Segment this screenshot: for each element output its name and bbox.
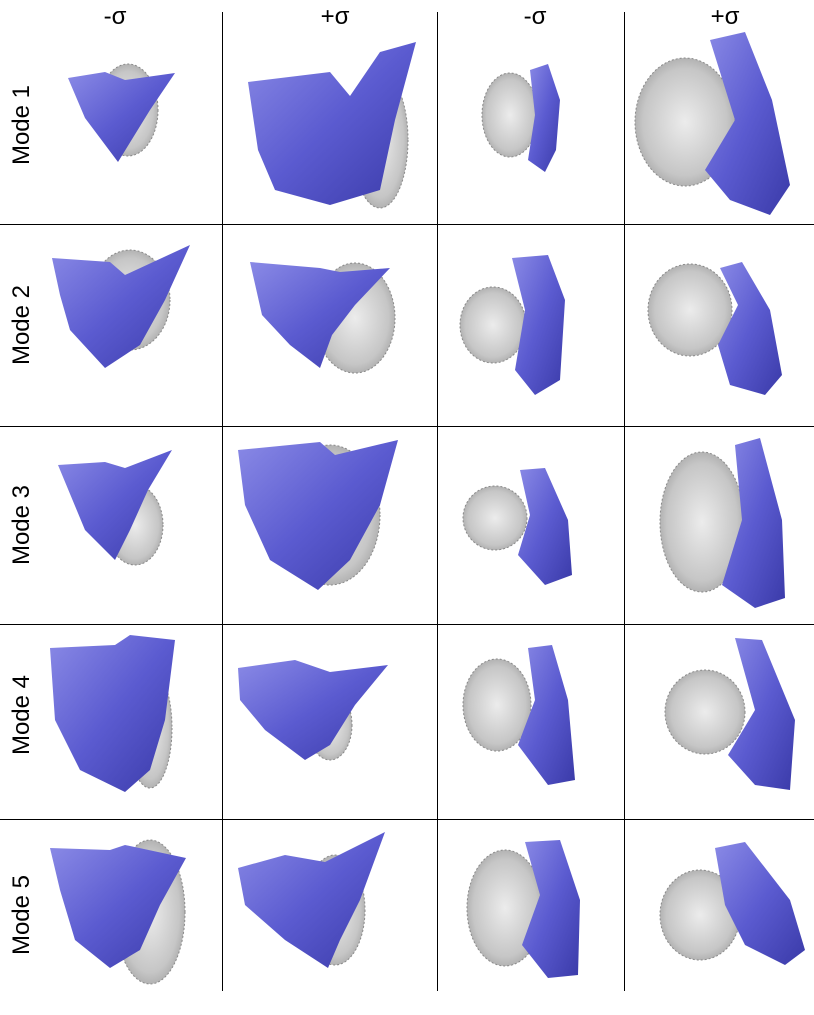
mode-2-minus-short-axis-wireframe	[459, 286, 527, 364]
mode-5-plus-long-axis-surface	[238, 832, 385, 968]
mode-2-minus-long-axis	[52, 245, 190, 368]
mode-2-plus-long-axis	[250, 262, 396, 374]
mode-3-minus-short-axis	[462, 468, 572, 585]
mode-2-minus-short-axis-surface	[512, 255, 565, 395]
mode-5-minus-long-axis	[50, 839, 186, 985]
mode-2-plus-short-axis-wireframe	[647, 263, 733, 357]
mode-3-plus-long-axis-surface	[238, 440, 398, 590]
mode-1-minus-short-axis	[481, 64, 560, 172]
mode-3-minus-short-axis-surface	[518, 468, 572, 585]
mode-4-minus-short-axis	[462, 645, 575, 785]
mode-1-minus-long-axis-surface	[68, 72, 175, 162]
mode-4-minus-long-axis-surface	[50, 635, 175, 792]
mode-4-plus-short-axis	[664, 638, 795, 790]
mode-3-plus-long-axis	[238, 440, 398, 590]
mode-2-minus-long-axis-surface	[52, 245, 190, 368]
grid-horizontal-line-4	[0, 819, 814, 820]
mode-2-plus-short-axis	[647, 262, 782, 395]
mode-1-minus-short-axis-wireframe	[481, 72, 539, 158]
column-header-3: -σ	[523, 3, 547, 30]
mode-1-plus-short-axis	[634, 32, 790, 215]
grid-vertical-line-1	[222, 12, 223, 991]
column-header-4: +σ	[710, 3, 740, 30]
mode-5-minus-long-axis-surface	[50, 845, 186, 968]
mode-5-plus-short-axis-surface	[715, 842, 805, 965]
mode-4-plus-short-axis-wireframe	[664, 669, 746, 755]
shape-renderings	[50, 32, 805, 985]
mode-3-plus-short-axis-surface	[722, 438, 785, 608]
mode-4-plus-long-axis	[238, 660, 388, 761]
mode-3-minus-short-axis-wireframe	[462, 485, 528, 551]
mode-5-plus-short-axis	[659, 842, 805, 965]
mode-1-minus-short-axis-surface	[528, 64, 560, 172]
mode-4-plus-short-axis-surface	[728, 638, 795, 790]
mode-4-plus-long-axis-surface	[238, 660, 388, 760]
mode-4-minus-short-axis-wireframe	[462, 658, 532, 752]
mode-1-minus-long-axis	[68, 63, 175, 162]
mode-3-plus-short-axis	[659, 438, 785, 608]
grid-vertical-line-3	[624, 12, 625, 991]
mode-3-minus-long-axis-surface	[58, 450, 172, 560]
mode-2-plus-long-axis-surface	[250, 262, 390, 368]
mode-4-minus-long-axis	[50, 635, 175, 792]
mode-1-plus-short-axis-surface	[705, 32, 790, 215]
mode-2-plus-short-axis-surface	[718, 262, 782, 395]
mode-2-minus-short-axis	[459, 255, 565, 395]
mode-5-plus-long-axis	[238, 832, 385, 968]
grid-horizontal-line-3	[0, 624, 814, 625]
mode-4-minus-short-axis-surface	[518, 645, 575, 785]
column-header-1: -σ	[103, 3, 127, 30]
column-header-2: +σ	[320, 3, 350, 30]
mode-5-minus-short-axis	[466, 840, 580, 978]
mode-5-minus-short-axis-surface	[522, 840, 580, 978]
mode-3-minus-long-axis	[58, 450, 172, 566]
mode-1-plus-long-axis-surface	[248, 42, 416, 205]
grid-horizontal-line-2	[0, 426, 814, 427]
grid-vertical-line-2	[437, 12, 438, 991]
mode-1-plus-long-axis	[248, 42, 416, 209]
grid-horizontal-line-1	[0, 224, 814, 225]
